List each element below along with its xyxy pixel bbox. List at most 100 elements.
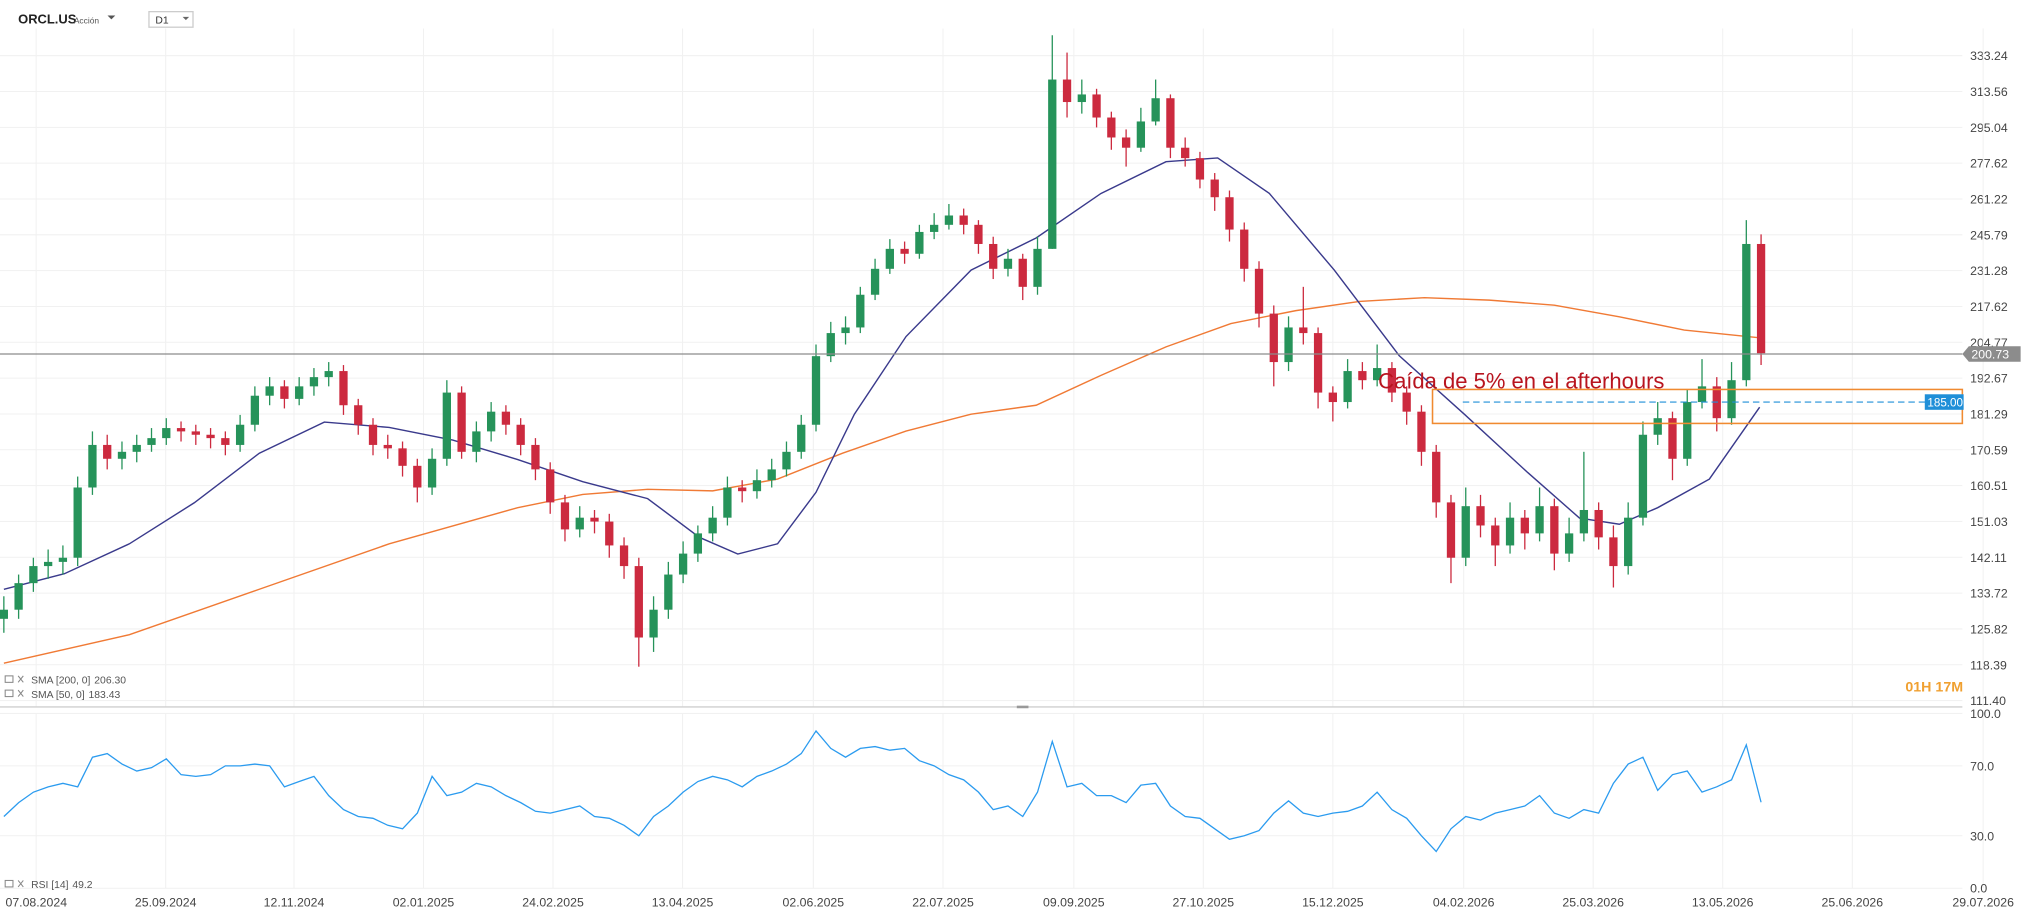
candle-body bbox=[738, 487, 747, 492]
candle-body bbox=[457, 392, 466, 452]
y-tick-label: 160.51 bbox=[1970, 479, 2008, 493]
candle-body bbox=[1742, 243, 1751, 381]
candle-body bbox=[206, 434, 215, 439]
legend-text: SMA [200, 0] 206.30 bbox=[31, 676, 126, 687]
candle-body bbox=[1668, 418, 1677, 459]
candle-body bbox=[752, 480, 762, 492]
y-tick-label: 118.39 bbox=[1970, 658, 2007, 672]
candle-body bbox=[516, 424, 525, 445]
candle-body bbox=[354, 405, 363, 425]
x-tick-label: 25.06.2026 bbox=[1822, 895, 1884, 909]
candle-body bbox=[1210, 179, 1219, 198]
candle-body bbox=[1624, 517, 1633, 567]
x-tick-label: 02.01.2025 bbox=[393, 895, 455, 909]
candle-body bbox=[132, 444, 141, 452]
candle-body bbox=[413, 465, 422, 488]
candle-body bbox=[1269, 313, 1278, 363]
y-tick-label: 181.29 bbox=[1970, 408, 2008, 422]
y-tick-label: 170.59 bbox=[1970, 443, 2008, 457]
candle-body bbox=[1402, 392, 1411, 412]
candle-body bbox=[265, 386, 274, 396]
candle-body bbox=[1520, 517, 1529, 534]
timeframe[interactable]: D1 bbox=[155, 15, 168, 26]
candle-body bbox=[309, 377, 319, 387]
candle-body bbox=[1535, 506, 1544, 534]
sma-line bbox=[3, 296, 1762, 664]
candle-body bbox=[1697, 386, 1707, 403]
candle-body bbox=[693, 533, 703, 554]
legend-value: 49.2 bbox=[72, 880, 92, 891]
candle-body bbox=[472, 431, 481, 452]
y-tick-label: 261.22 bbox=[1970, 193, 2008, 207]
candle-body bbox=[1225, 197, 1234, 230]
candle-body bbox=[117, 451, 127, 459]
rsi-line bbox=[3, 729, 1762, 853]
y-tick-label: 100.0 bbox=[1970, 707, 2001, 721]
legend-name: SMA [200, 0] bbox=[31, 676, 90, 687]
candle-body bbox=[58, 557, 68, 562]
candle-body bbox=[398, 448, 407, 466]
candle-body bbox=[339, 371, 348, 406]
candle-body bbox=[634, 566, 643, 638]
symbol[interactable]: ORCL.US bbox=[18, 11, 77, 26]
x-tick-label: 25.03.2026 bbox=[1562, 895, 1624, 909]
candle-body bbox=[1579, 509, 1589, 534]
candle-body bbox=[442, 392, 451, 459]
legend-icon[interactable] bbox=[4, 675, 14, 683]
candle-body bbox=[826, 333, 835, 357]
candle-body bbox=[191, 431, 200, 435]
legend-text: SMA [50, 0] 183.43 bbox=[31, 690, 120, 701]
candle-body bbox=[295, 386, 304, 399]
candle-body bbox=[619, 545, 629, 567]
candle-body bbox=[1432, 451, 1441, 503]
candle-body bbox=[1594, 509, 1603, 538]
candle-body bbox=[1387, 368, 1397, 393]
legend-remove[interactable] bbox=[17, 880, 24, 888]
legend-value: 183.43 bbox=[89, 690, 121, 701]
candle-body bbox=[1048, 79, 1057, 249]
candle-body bbox=[708, 517, 717, 534]
candle-body bbox=[280, 386, 289, 399]
symbol-dropdown[interactable] bbox=[107, 15, 116, 20]
legend-name: RSI [14] bbox=[31, 880, 69, 891]
x-tick-label: 29.07.2026 bbox=[1952, 895, 2014, 909]
candle-body bbox=[1461, 506, 1470, 558]
candle-body bbox=[162, 428, 171, 439]
legend-icon[interactable] bbox=[4, 689, 14, 698]
candle-body bbox=[959, 215, 968, 225]
candle-body bbox=[1638, 434, 1648, 518]
y-tick-label: 192.67 bbox=[1970, 372, 2008, 386]
y-tick-label: 30.0 bbox=[1970, 829, 1994, 843]
x-tick-label: 13.04.2025 bbox=[652, 895, 714, 909]
y-tick-label: 333.24 bbox=[1970, 49, 2008, 63]
candle-body bbox=[1299, 327, 1308, 334]
legend-text: RSI [14] 49.2 bbox=[31, 880, 93, 891]
candle-body bbox=[1151, 98, 1160, 122]
legend-remove[interactable] bbox=[17, 675, 24, 683]
y-tick-label: 217.62 bbox=[1970, 300, 2008, 314]
candle-body bbox=[664, 574, 673, 610]
x-tick-label: 22.07.2025 bbox=[912, 895, 974, 909]
y-tick-label: 151.03 bbox=[1970, 515, 2008, 529]
x-tick-label: 27.10.2025 bbox=[1173, 895, 1235, 909]
legend-remove[interactable] bbox=[17, 689, 24, 697]
y-tick-label: 111.40 bbox=[1970, 694, 2006, 708]
candle-body bbox=[678, 553, 688, 575]
candle-body bbox=[1284, 327, 1293, 363]
sma-line bbox=[3, 157, 1761, 590]
candle-body bbox=[1683, 402, 1692, 459]
candle-body bbox=[1373, 368, 1382, 381]
y-tick-label: 295.04 bbox=[1970, 121, 2008, 135]
timeframe-select[interactable] bbox=[148, 11, 194, 28]
candle-body bbox=[915, 231, 924, 254]
annotation: Caída de 5% en el afterhours bbox=[1378, 368, 1664, 393]
price-label-box bbox=[1962, 346, 2021, 362]
candle-body bbox=[43, 561, 53, 567]
candle-body bbox=[590, 517, 599, 522]
legend-icon[interactable] bbox=[4, 879, 14, 888]
timeframe-dropdown[interactable] bbox=[182, 16, 190, 21]
resize-handle[interactable] bbox=[1016, 705, 1029, 709]
candle-body bbox=[486, 411, 496, 432]
candle-body bbox=[1077, 94, 1086, 103]
